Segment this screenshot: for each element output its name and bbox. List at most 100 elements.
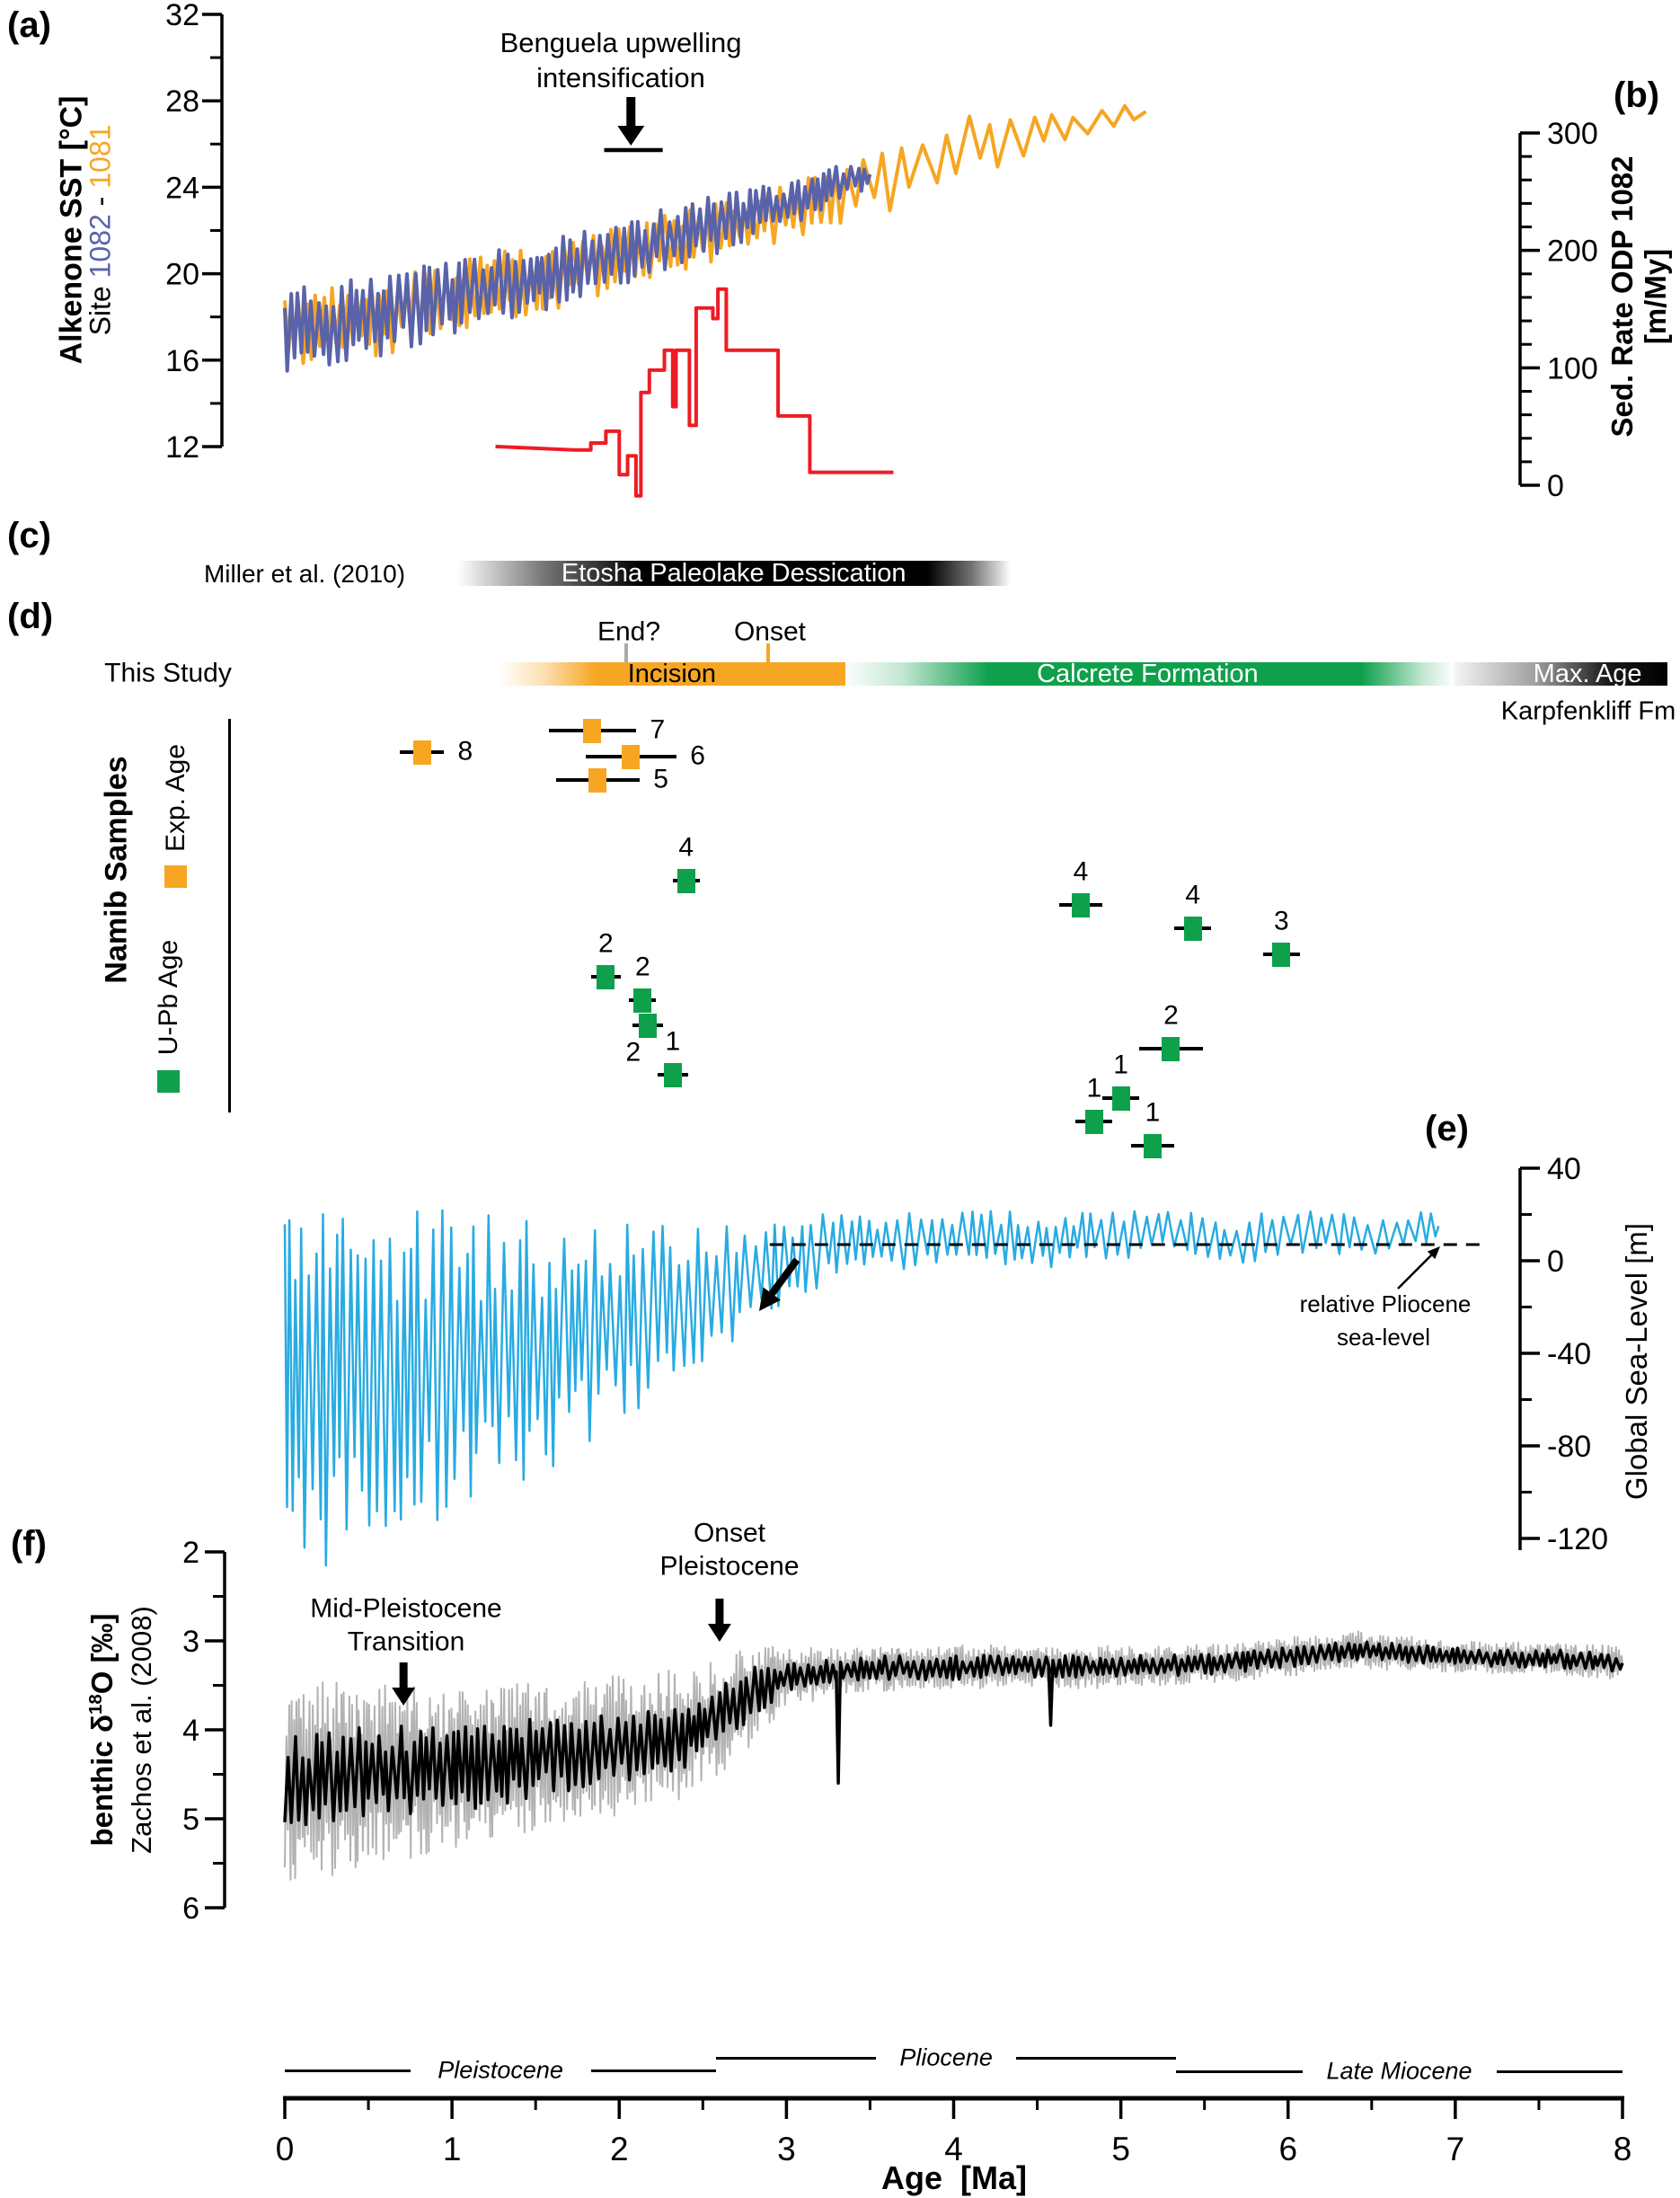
end-tick-mark	[623, 643, 628, 663]
epoch-line	[1016, 2057, 1177, 2060]
sst-site-line: Site 1082 - 1081	[84, 125, 118, 336]
mpt-arrow-icon-head	[392, 1688, 416, 1706]
namib-legend-title: Namib Samples	[99, 756, 134, 984]
panel-label-a: (a)	[7, 5, 51, 45]
sample-square	[1162, 1037, 1180, 1061]
y-axis-tick-label: 32	[165, 0, 199, 32]
sample-label: 1	[1113, 1050, 1128, 1080]
site-separator: -	[84, 188, 117, 215]
y-axis-tick-label: 300	[1547, 117, 1598, 151]
calcrete-bar-label: Calcrete Formation	[1037, 659, 1259, 688]
exp-age-legend-label: Exp. Age	[161, 743, 190, 853]
etosha-paleolake-bar: Etosha Paleolake Dessication	[456, 558, 1011, 588]
panel-label-c: (c)	[7, 516, 51, 555]
y-axis-tick-label: 16	[165, 344, 199, 378]
d18o-title-pre: benthic δ	[85, 1715, 119, 1847]
sed-rate-axis-title-line2: [m/My]	[1639, 248, 1672, 345]
onset-pleistocene-line2: Pleistocene	[659, 1551, 800, 1582]
y-axis-tick-label: 5	[182, 1803, 199, 1837]
y-axis-tick-label: 20	[165, 258, 199, 292]
onset-pleistocene-arrow-icon-head	[707, 1624, 731, 1642]
y-axis-tick-label: -120	[1547, 1522, 1608, 1556]
panel-label-b: (b)	[1614, 75, 1660, 115]
panel-label-f: (f)	[11, 1524, 47, 1564]
sample-square	[412, 740, 431, 765]
panel-label-e: (e)	[1425, 1109, 1469, 1148]
x-axis-tick-label: 8	[1614, 2131, 1632, 2167]
y-axis-tick-label: 28	[165, 84, 199, 119]
sample-square	[588, 768, 607, 793]
sample-label: 2	[1163, 1000, 1179, 1031]
incision-bar: Incision	[499, 660, 845, 688]
incision-end-label: End?	[597, 616, 661, 647]
ref-label-pointer-arrow-icon	[1397, 1254, 1432, 1290]
mpt-annotation-line1: Mid-Pleistocene	[310, 1593, 502, 1624]
y-axis-tick-label: 12	[165, 430, 199, 465]
sample-square	[663, 1063, 682, 1087]
incision-onset-label: Onset	[733, 616, 807, 647]
x-axis-tick-label: 3	[777, 2131, 796, 2167]
y-axis-tick-label: 0	[1547, 469, 1564, 503]
x-axis-tick-label: 7	[1446, 2131, 1465, 2167]
age-axis-title: Age [Ma]	[881, 2159, 1027, 2197]
sample-label: 1	[1086, 1073, 1102, 1103]
sample-square	[1183, 917, 1202, 941]
exp-age-legend-swatch	[164, 865, 187, 888]
sample-square	[638, 1014, 657, 1038]
y-axis-tick-label: -40	[1547, 1337, 1591, 1371]
sample-label: 7	[650, 714, 666, 745]
x-axis-tick-label: 0	[276, 2131, 295, 2167]
sea-level-axis-title: Global Sea-Level [m]	[1620, 1222, 1653, 1501]
onset-tick-mark	[765, 643, 770, 663]
sample-square	[1272, 943, 1291, 967]
upb-age-legend-label: U-Pb Age	[154, 939, 183, 1056]
sample-label: 8	[457, 736, 473, 767]
epoch-label: Pleistocene	[438, 2056, 563, 2084]
y-axis-tick-label: 0	[1547, 1245, 1564, 1279]
sample-label: 2	[598, 928, 614, 959]
y-axis-tick-label: 100	[1547, 351, 1598, 386]
x-axis-tick-label: 1	[443, 2131, 462, 2167]
site-1081-label: 1081	[84, 124, 117, 189]
max-age-bar-label: Max. Age	[1533, 659, 1642, 688]
karpfenkliff-label: Karpfenkliff Fm	[1500, 696, 1676, 726]
sea-level-ref-label-line1: relative Pliocene	[1299, 1290, 1472, 1318]
d18o-title-sup: 18	[85, 1694, 106, 1715]
sample-square	[1071, 893, 1090, 917]
epoch-line	[285, 2069, 411, 2072]
sst-1082-curve	[283, 164, 872, 373]
epoch-label: Late Miocene	[1326, 2057, 1472, 2085]
calcrete-bar: Calcrete Formation	[841, 659, 1454, 688]
y-axis-tick-label: 6	[182, 1892, 199, 1926]
y-axis-tick-label: 40	[1547, 1152, 1581, 1186]
sample-square	[676, 869, 695, 893]
d18o-title-post: O [‰]	[85, 1613, 119, 1695]
onset-pleistocene-line1: Onset	[693, 1518, 766, 1548]
sample-square	[1143, 1134, 1162, 1158]
y-axis-tick-label: 24	[165, 171, 199, 205]
sample-label: 2	[634, 952, 650, 982]
sed-rate-axis-title-line1: Sed. Rate ODP 1082	[1605, 155, 1639, 438]
y-axis-tick-label: -80	[1547, 1430, 1591, 1464]
sample-square	[622, 745, 641, 769]
benguela-arrow-icon-head	[617, 126, 645, 146]
etosha-bar-label: Etosha Paleolake Dessication	[561, 558, 906, 588]
site-1082-label: 1082	[84, 214, 117, 279]
benguela-annotation-line2: intensification	[536, 62, 705, 94]
site-prefix: Site	[84, 278, 117, 336]
mpt-annotation-line2: Transition	[347, 1626, 465, 1657]
sample-square	[1111, 1086, 1130, 1111]
sample-square	[1084, 1110, 1103, 1134]
miller-source-label: Miller et al. (2010)	[203, 559, 406, 588]
sample-label: 4	[1073, 856, 1089, 887]
sample-label: 3	[1273, 906, 1289, 936]
legend-divider-line	[228, 719, 231, 1112]
sample-square	[583, 719, 602, 743]
benguela-annotation-line1: Benguela upwelling	[500, 27, 742, 59]
sst-1081-curve	[283, 103, 1147, 366]
sample-label: 6	[690, 740, 705, 771]
sample-label: 2	[625, 1037, 641, 1068]
epoch-line	[1176, 2070, 1303, 2073]
sea-level-curve	[283, 1209, 1440, 1567]
